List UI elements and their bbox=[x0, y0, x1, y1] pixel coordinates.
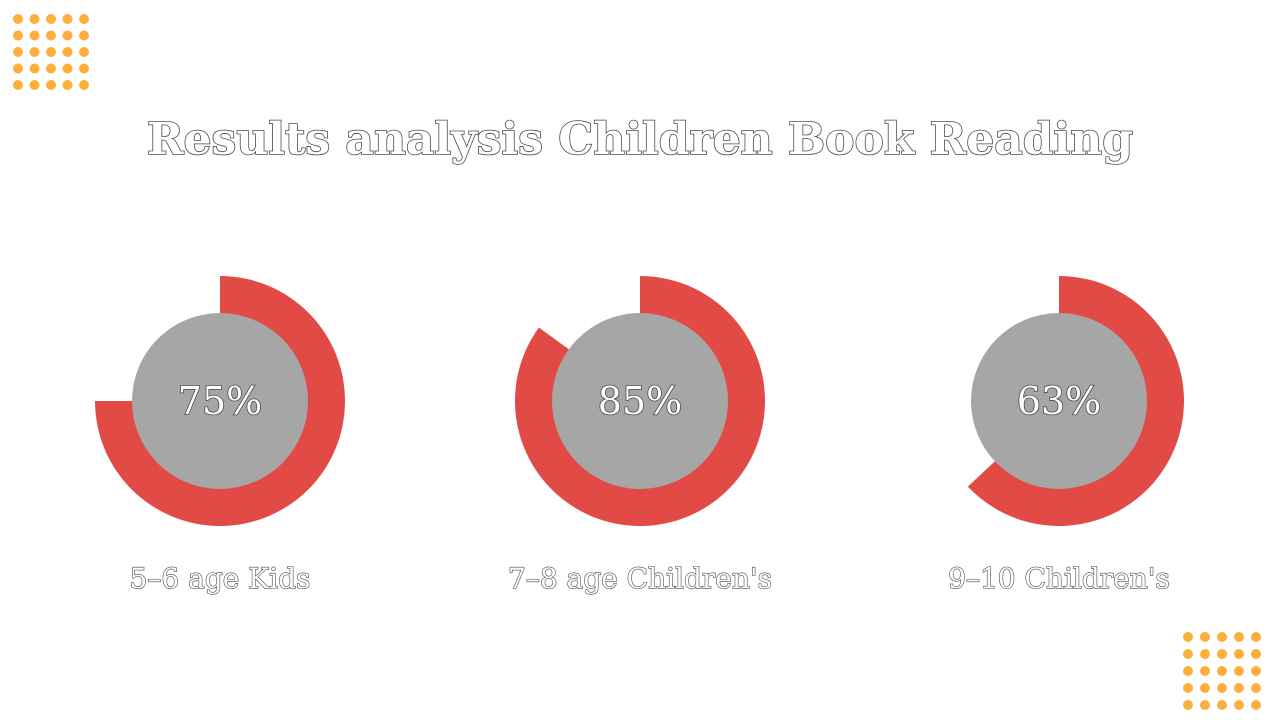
decorative-dot bbox=[29, 47, 40, 57]
decorative-dot bbox=[29, 63, 40, 74]
category-label: 5–6 age Kids bbox=[130, 562, 311, 595]
decorative-dot bbox=[79, 30, 89, 41]
decorative-dot bbox=[1251, 649, 1261, 659]
decorative-dot bbox=[29, 80, 40, 90]
decorative-dot bbox=[29, 30, 40, 41]
decorative-dot bbox=[1234, 666, 1244, 676]
decorative-dot bbox=[1200, 649, 1210, 659]
decorative-dot-grid-bottom-right bbox=[1183, 632, 1261, 710]
decorative-dot bbox=[1183, 666, 1193, 676]
decorative-dot bbox=[46, 47, 56, 57]
decorative-dot bbox=[1234, 683, 1244, 693]
decorative-dot bbox=[29, 14, 40, 24]
slide-title: Results analysis Children Book Reading bbox=[147, 114, 1133, 165]
decorative-dot bbox=[46, 80, 56, 90]
gauge-5-6-age-kids: 75% 5–6 age Kids bbox=[95, 276, 345, 596]
gauge-7-8-age-childrens: 85% 7–8 age Children's bbox=[507, 276, 773, 596]
decorative-dot bbox=[62, 63, 73, 74]
decorative-dot bbox=[46, 30, 56, 41]
percent-label: 75% bbox=[178, 379, 262, 423]
decorative-dot bbox=[1251, 700, 1261, 710]
inner-circle bbox=[971, 313, 1147, 489]
decorative-dot bbox=[1217, 632, 1227, 642]
inner-circle bbox=[132, 313, 308, 489]
decorative-dot bbox=[1251, 683, 1261, 693]
decorative-dot bbox=[1200, 632, 1210, 642]
decorative-dot bbox=[1251, 632, 1261, 642]
decorative-dot bbox=[62, 14, 73, 24]
decorative-dot bbox=[13, 63, 23, 74]
decorative-dot bbox=[13, 80, 23, 90]
percent-label: 85% bbox=[598, 379, 682, 423]
decorative-dot bbox=[79, 47, 89, 57]
percent-label: 63% bbox=[1017, 379, 1101, 423]
decorative-dot bbox=[13, 30, 23, 41]
decorative-dot bbox=[1183, 649, 1193, 659]
decorative-dot bbox=[79, 63, 89, 74]
decorative-dot-grid-top-left bbox=[13, 14, 89, 90]
decorative-dot bbox=[1234, 632, 1244, 642]
inner-circle bbox=[552, 313, 728, 489]
decorative-dot bbox=[62, 80, 73, 90]
decorative-dot bbox=[1200, 700, 1210, 710]
category-label: 7–8 age Children's bbox=[508, 562, 772, 595]
category-label: 9–10 Children's bbox=[948, 562, 1170, 595]
decorative-dot bbox=[1251, 666, 1261, 676]
decorative-dot bbox=[13, 47, 23, 57]
decorative-dot bbox=[1183, 632, 1193, 642]
decorative-dot bbox=[1200, 666, 1210, 676]
decorative-dot bbox=[1234, 700, 1244, 710]
decorative-dot bbox=[46, 63, 56, 74]
decorative-dot bbox=[13, 14, 23, 24]
decorative-dot bbox=[1217, 683, 1227, 693]
decorative-dot bbox=[62, 30, 73, 41]
decorative-dot bbox=[46, 14, 56, 24]
decorative-dot bbox=[1217, 649, 1227, 659]
decorative-dot bbox=[79, 80, 89, 90]
decorative-dot bbox=[1200, 683, 1210, 693]
decorative-dot bbox=[62, 47, 73, 57]
decorative-dot bbox=[1183, 700, 1193, 710]
decorative-dot bbox=[79, 14, 89, 24]
decorative-dot bbox=[1234, 649, 1244, 659]
gauge-9-10-childrens: 63% 9–10 Children's bbox=[948, 276, 1184, 596]
decorative-dot bbox=[1183, 683, 1193, 693]
decorative-dot bbox=[1217, 666, 1227, 676]
decorative-dot bbox=[1217, 700, 1227, 710]
